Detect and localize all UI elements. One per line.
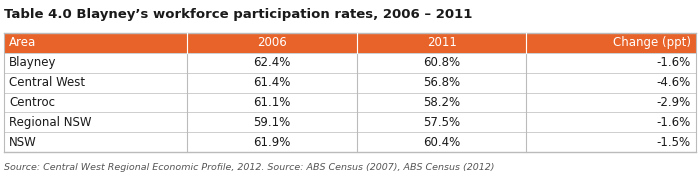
Bar bbox=[4, 93, 696, 112]
Bar bbox=[4, 53, 696, 73]
Text: NSW: NSW bbox=[9, 136, 36, 149]
Text: -1.5%: -1.5% bbox=[657, 136, 691, 149]
Text: Central West: Central West bbox=[9, 76, 85, 89]
Text: 57.5%: 57.5% bbox=[423, 116, 461, 129]
Text: Source: Central West Regional Economic Profile, 2012. Source: ABS Census (2007),: Source: Central West Regional Economic P… bbox=[4, 163, 494, 172]
Text: 61.1%: 61.1% bbox=[253, 96, 290, 109]
Text: Table 4.0 Blayney’s workforce participation rates, 2006 – 2011: Table 4.0 Blayney’s workforce participat… bbox=[4, 8, 472, 21]
Text: Change (ppt): Change (ppt) bbox=[613, 36, 691, 49]
Text: 60.8%: 60.8% bbox=[423, 56, 461, 69]
Text: 61.4%: 61.4% bbox=[253, 76, 290, 89]
Text: 60.4%: 60.4% bbox=[423, 136, 461, 149]
Text: 2006: 2006 bbox=[258, 36, 287, 49]
Bar bbox=[4, 73, 696, 93]
Text: -1.6%: -1.6% bbox=[657, 56, 691, 69]
Text: -2.9%: -2.9% bbox=[657, 96, 691, 109]
Text: 59.1%: 59.1% bbox=[253, 116, 290, 129]
Text: 58.2%: 58.2% bbox=[423, 96, 461, 109]
Bar bbox=[4, 33, 696, 53]
Text: -4.6%: -4.6% bbox=[657, 76, 691, 89]
Text: Blayney: Blayney bbox=[9, 56, 57, 69]
Text: Area: Area bbox=[9, 36, 36, 49]
Text: 62.4%: 62.4% bbox=[253, 56, 290, 69]
Text: -1.6%: -1.6% bbox=[657, 116, 691, 129]
Bar bbox=[4, 132, 696, 152]
Text: 61.9%: 61.9% bbox=[253, 136, 290, 149]
Text: 56.8%: 56.8% bbox=[423, 76, 461, 89]
Text: Centroc: Centroc bbox=[9, 96, 55, 109]
Text: 2011: 2011 bbox=[427, 36, 456, 49]
Bar bbox=[4, 112, 696, 132]
Text: Regional NSW: Regional NSW bbox=[9, 116, 92, 129]
